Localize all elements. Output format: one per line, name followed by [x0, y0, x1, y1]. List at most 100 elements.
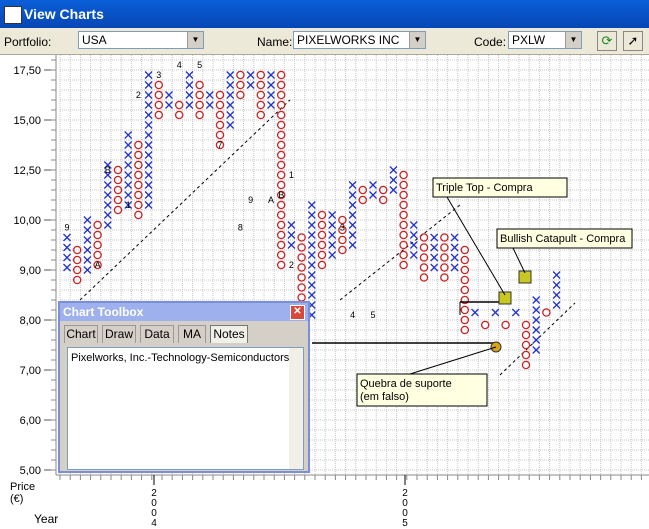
o-box [460, 315, 470, 325]
x-box [83, 226, 92, 234]
o-box [276, 110, 286, 120]
x-box [165, 91, 173, 99]
x-box [348, 191, 357, 199]
o-box [113, 205, 123, 215]
x-box [103, 221, 112, 229]
x-box [267, 81, 275, 89]
x-box [103, 211, 112, 219]
x-box [144, 161, 153, 169]
x-box [144, 81, 153, 89]
o-box [501, 320, 510, 330]
o-box [521, 350, 531, 360]
x-box [552, 291, 561, 299]
x-box [226, 81, 235, 89]
notes-scrollbar[interactable] [289, 348, 303, 469]
x-box [144, 171, 153, 179]
code-value: PXLW [512, 33, 546, 47]
chart-toolbox-panel: Chart Toolbox ✕ Chart Draw Data MA Notes… [58, 301, 310, 473]
y-axis-panel [0, 55, 56, 529]
month-marker: 4 [177, 60, 182, 70]
o-box [72, 245, 82, 255]
o-box [399, 180, 408, 190]
trend-line [339, 204, 461, 301]
month-marker: 2 [289, 260, 294, 270]
o-box [113, 175, 123, 185]
o-box [317, 210, 327, 220]
o-box [338, 225, 347, 235]
portfolio-select[interactable]: USA ▼ [78, 31, 204, 49]
close-icon[interactable]: ✕ [290, 305, 305, 320]
o-box [174, 110, 184, 120]
month-marker: B [105, 165, 111, 175]
name-label: Name: [257, 35, 293, 49]
chevron-down-icon[interactable]: ▼ [187, 32, 203, 48]
x-box [532, 336, 541, 344]
code-select[interactable]: PXLW ▼ [508, 31, 582, 49]
o-box [195, 110, 204, 120]
x-box [511, 308, 520, 317]
x-box [103, 201, 112, 209]
x-box [246, 81, 255, 89]
tab-draw[interactable]: Draw [102, 325, 136, 343]
x-box [226, 101, 235, 109]
o-box [72, 275, 82, 285]
o-box [134, 180, 143, 190]
o-box [338, 235, 347, 245]
tab-data[interactable]: Data [140, 325, 174, 343]
y-tick-label: 7,00 [20, 365, 41, 377]
triple-top-callout-pointer [446, 196, 506, 296]
o-box [154, 100, 164, 110]
o-box [134, 150, 143, 160]
name-select[interactable]: PIXELWORKS INC ▼ [293, 31, 426, 49]
x-box [307, 251, 316, 259]
app-chart-icon [4, 6, 22, 24]
x-box [144, 121, 153, 129]
tab-notes[interactable]: Notes [210, 325, 248, 343]
x-box [185, 81, 194, 89]
x-box [226, 121, 235, 129]
year-label: 5 [402, 518, 408, 529]
year-label: 2 [151, 488, 157, 499]
o-box [276, 70, 286, 80]
o-box [460, 255, 470, 265]
x-box [328, 241, 337, 249]
notes-textarea[interactable]: Pixelworks, Inc.-Technology-Semiconducto… [67, 347, 304, 470]
x-box [430, 233, 439, 242]
toolbox-title-bar[interactable]: Chart Toolbox ✕ [60, 303, 308, 321]
x-box [307, 221, 316, 229]
y-tick-label: 8,00 [20, 315, 41, 327]
tab-ma[interactable]: MA [178, 325, 206, 343]
o-box [297, 253, 306, 262]
portfolio-label: Portfolio: [4, 35, 52, 49]
y-tick-label: 10,00 [13, 215, 41, 227]
x-box [83, 256, 92, 264]
triple-top-callout-box [432, 177, 568, 198]
trend-line [499, 302, 576, 376]
month-marker: 1 [289, 170, 294, 180]
month-marker: 3 [156, 70, 161, 80]
o-box [236, 70, 245, 80]
o-box [378, 185, 388, 195]
x-box [369, 191, 377, 199]
x-axis-panel [0, 475, 649, 529]
o-box [378, 195, 388, 205]
tab-chart[interactable]: Chart [64, 325, 98, 343]
o-box [338, 215, 347, 225]
refresh-icon[interactable]: ⟳ [597, 31, 617, 51]
o-box [276, 230, 286, 240]
title-bar: View Charts [0, 0, 649, 28]
o-box [317, 220, 327, 230]
o-box [419, 233, 429, 242]
x-box [552, 281, 561, 289]
o-box [276, 170, 286, 180]
o-box [399, 230, 408, 240]
chevron-down-icon[interactable]: ▼ [565, 32, 581, 48]
x-box [144, 131, 153, 139]
o-box [317, 230, 327, 240]
x-box [124, 161, 133, 169]
x-box [63, 263, 71, 272]
pointer-icon[interactable]: ➚ [623, 31, 643, 51]
chevron-down-icon[interactable]: ▼ [409, 32, 425, 48]
o-box [399, 210, 408, 220]
x-box [124, 151, 133, 159]
